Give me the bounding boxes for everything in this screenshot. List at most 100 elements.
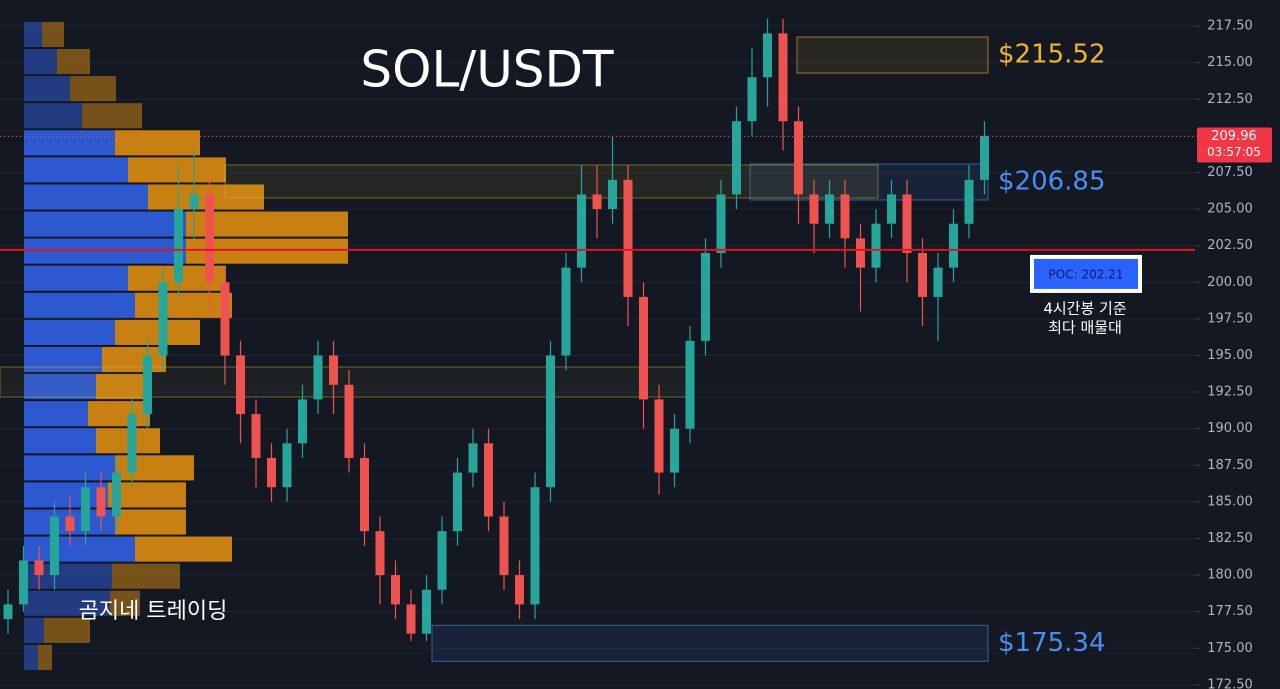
candle-body (546, 355, 555, 488)
profile-sell-bar (115, 319, 200, 345)
y-tick-label: 192.50 (1207, 385, 1253, 400)
candle-body (933, 267, 943, 297)
candle-body (747, 77, 757, 122)
profile-sell-bar (115, 509, 186, 535)
profile-buy-bar (24, 319, 115, 345)
candle-body (856, 238, 865, 268)
y-tick-label: 197.50 (1207, 311, 1253, 326)
candle-body (949, 223, 958, 268)
poc-note: 4시간봉 기준 (1043, 299, 1127, 317)
profile-buy-bar (24, 482, 108, 508)
candle-body (685, 340, 695, 429)
level-zone (796, 36, 989, 74)
y-tick-label: 212.50 (1207, 92, 1253, 107)
y-tick-label: 182.50 (1207, 531, 1253, 546)
y-tick-label: 172.50 (1207, 677, 1253, 689)
profile-sell-bar (88, 401, 150, 427)
profile-buy-bar (24, 184, 148, 210)
candle-body (65, 516, 75, 532)
y-tick-label: 185.00 (1207, 494, 1253, 509)
poc-note: 최다 매물대 (1048, 318, 1122, 336)
profile-buy-bar (24, 346, 102, 373)
profile-sell-bar (57, 49, 90, 75)
profile-buy-bar (24, 401, 88, 427)
candle-body (298, 399, 307, 444)
candle-body (34, 560, 44, 576)
candle-body (499, 516, 509, 576)
profile-sell-bar (82, 103, 142, 129)
last-price-label: 209.96 (1211, 129, 1257, 144)
candle-body (174, 209, 183, 283)
candle-body (375, 531, 385, 576)
profile-sell-bar (115, 130, 200, 156)
candle-body (112, 472, 121, 517)
y-tick-label: 187.50 (1207, 458, 1253, 473)
candle-body (391, 575, 400, 605)
candle-body (189, 194, 199, 210)
watermark: 곰지네 트레이딩 (79, 599, 228, 624)
candle-body (251, 414, 261, 458)
level-zone (749, 163, 989, 201)
last-price-box (1197, 127, 1272, 163)
candle-body (763, 33, 772, 78)
candle-body (716, 194, 726, 253)
candle-body (81, 487, 90, 532)
candle-body (329, 355, 338, 385)
candle-body (623, 179, 633, 297)
profile-sell-bar (115, 455, 194, 481)
candle-body (282, 443, 292, 488)
candle-body (701, 252, 710, 341)
level-zone (431, 624, 989, 662)
candle-body (964, 179, 974, 224)
candle-body (484, 443, 493, 517)
profile-buy-bar (24, 374, 96, 400)
profile-sell-bar (70, 76, 116, 102)
profile-sell-bar (112, 563, 180, 589)
profile-sell-bar (128, 157, 226, 183)
candle-body (670, 428, 679, 473)
profile-buy-bar (24, 103, 82, 129)
candle-body (313, 355, 323, 400)
profile-buy-bar (24, 292, 135, 318)
profile-buy-bar (24, 211, 186, 237)
profile-sell-bar (44, 617, 90, 643)
candle-body (344, 384, 354, 458)
candle-body (608, 179, 617, 210)
profile-sell-bar (102, 346, 166, 373)
y-tick-label: 205.00 (1207, 202, 1253, 217)
profile-sell-bar (38, 644, 52, 670)
y-tick-label: 190.00 (1207, 421, 1253, 436)
candle-body (809, 194, 819, 224)
candle-body (840, 194, 850, 239)
candle-body (778, 33, 788, 122)
countdown: 03:57:05 (1207, 145, 1261, 159)
profile-buy-bar (24, 455, 115, 481)
profile-sell-bar (135, 292, 232, 318)
profile-buy-bar (24, 157, 128, 183)
candle-body (437, 531, 447, 590)
y-tick-label: 202.50 (1207, 238, 1253, 253)
profile-sell-bar (110, 590, 140, 616)
profile-buy-bar (24, 536, 135, 562)
profile-buy-bar (24, 428, 96, 454)
poc-box (1030, 254, 1142, 293)
profile-sell-bar (96, 374, 150, 400)
candle-body (530, 487, 540, 605)
level-label: $206.85 (998, 166, 1106, 196)
candle-body (205, 194, 214, 283)
profile-sell-bar (135, 536, 232, 562)
y-tick-label: 195.00 (1207, 348, 1253, 363)
zone (224, 164, 879, 199)
profile-buy-bar (24, 617, 44, 643)
candle-body (143, 355, 152, 415)
candle-body (902, 194, 912, 253)
candle-body (887, 194, 896, 224)
candle-body (871, 223, 881, 268)
candle-body (732, 121, 741, 195)
profile-buy-bar (24, 265, 128, 291)
candle-body (158, 282, 168, 356)
profile-buy-bar (24, 238, 186, 264)
candle-body (980, 135, 989, 180)
